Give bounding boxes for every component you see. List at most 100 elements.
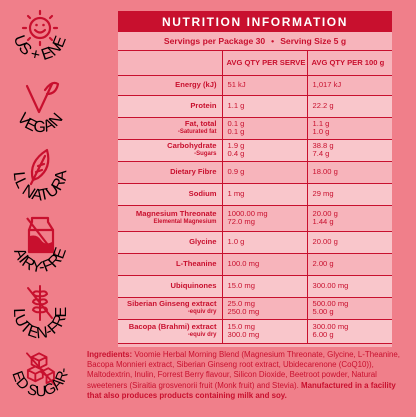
per-100g-value: 300.00 mg [312, 281, 349, 290]
per-serve-value-cell: 1.1 g [221, 95, 307, 118]
table-row: L-Theanine 100.0 mg 2.00 g [118, 253, 392, 276]
nutrient-name: L-Theanine [175, 259, 217, 268]
nutrient-label: Sodium [118, 183, 222, 206]
nutrient-name: Carbohydrate [167, 141, 217, 150]
per-serve-value: 100.0 mg [227, 259, 260, 268]
per-serve-value: 15.0 mg [227, 281, 255, 290]
per-serve-value: 15.0 mg [227, 322, 255, 331]
per-serve-value-cell: 1000.00 mg 72.0 mg [221, 205, 307, 232]
nutrition-table: AVG QTY PER SERVE AVG QTY PER 100 g Ener… [118, 51, 392, 344]
servings-per-package: Servings per Package 30 [163, 36, 266, 46]
nutrient-name: Magnesium Threonate [135, 209, 217, 218]
per-100g-value-cell: 500.00 mg 5.00 g [306, 297, 392, 320]
nutrient-label: Protein [118, 95, 222, 118]
per-serve-value: 1.1 g [227, 101, 245, 110]
header-blank [118, 51, 222, 76]
per-100g-value: 1,017 kJ [312, 80, 342, 89]
nutrient-label: L-Theanine [118, 253, 222, 276]
per-100g-value: 1.44 g [312, 217, 334, 226]
per-100g-value: 1.0 g [312, 127, 330, 136]
per-serve-value-cell: 0.9 g [221, 161, 307, 184]
per-serve-value-cell: 1.9 g 0.4 g [221, 139, 307, 162]
badge-vegan: VEGAN [0, 72, 80, 140]
nutrient-name: Energy (kJ) [175, 80, 217, 89]
per-100g-value-cell: 2.00 g [306, 253, 392, 276]
per-serve-value: 1.0 g [227, 237, 245, 246]
per-100g-value: 6.00 g [312, 330, 334, 339]
per-100g-value: 500.00 mg [312, 299, 349, 308]
nutrient-label: Magnesium Threonate Elemental Magnesium [118, 205, 222, 232]
per-100g-value: 20.00 g [312, 237, 338, 246]
nutrient-name: Siberian Ginseng extract [127, 299, 217, 308]
badge-all-natural: ALL NATURAL [0, 140, 80, 208]
table-row: Sodium 1 mg 29 mg [118, 183, 392, 206]
per-serve-value-cell: 25.0 mg 250.0 mg [221, 297, 307, 320]
panel-title: NUTRITION INFORMATION [118, 11, 392, 32]
nutrient-label: Fat, total -Saturated fat [118, 117, 222, 140]
per-100g-value-cell: 1.1 g 1.0 g [306, 117, 392, 140]
column-header-per-serve: AVG QTY PER SERVE [221, 51, 307, 76]
nutrition-rows: Energy (kJ) 51 kJ 1,017 kJ Protein 1.1 g 22.2… [118, 75, 392, 344]
per-100g-value: 20.00 g [312, 209, 338, 218]
badge-focus-energy: FOCUS + ENERGY [0, 4, 80, 72]
table-row: Dietary Fibre 0.9 g 18.00 g [118, 161, 392, 184]
per-serve-value: 1 mg [227, 189, 245, 198]
nutrient-sub-label: -Saturated fat [177, 129, 217, 135]
per-100g-value-cell: 300.00 mg 6.00 g [306, 319, 392, 344]
per-serve-value: 51 kJ [227, 80, 246, 89]
per-100g-value-cell: 300.00 mg [306, 275, 392, 298]
svg-text:VEGAN: VEGAN [13, 110, 66, 136]
nutrient-label: Energy (kJ) [118, 75, 222, 96]
badge-label: FOCUS + ENERGY [0, 4, 70, 64]
nutrient-name: Sodium [188, 189, 217, 198]
table-row: Magnesium Threonate Elemental Magnesium 10… [118, 205, 392, 232]
per-serve-value-cell: 15.0 mg 300.0 mg [221, 319, 307, 344]
ingredients-statement: Ingredients: Voomie Herbal Morning Blend… [87, 350, 409, 401]
table-row: Protein 1.1 g 22.2 g [118, 95, 392, 118]
servings-line: Servings per Package 30 • Serving Size 5… [118, 32, 392, 51]
servings-separator: • [271, 36, 275, 46]
per-100g-value-cell: 22.2 g [306, 95, 392, 118]
per-100g-value: 7.4 g [312, 149, 330, 158]
table-row: Bacopa (Brahmi) extract -equiv dry 15.0 mg… [118, 319, 392, 344]
per-serve-value: 300.0 mg [227, 330, 260, 339]
per-serve-value-cell: 15.0 mg [221, 275, 307, 298]
per-serve-value: 0.1 g [227, 119, 245, 128]
per-serve-value: 25.0 mg [227, 299, 255, 308]
column-header-per-100g: AVG QTY PER 100 g [306, 51, 392, 76]
per-100g-value-cell: 29 mg [306, 183, 392, 206]
per-100g-value-cell: 20.00 g 1.44 g [306, 205, 392, 232]
sun-face-icon: FOCUS + ENERGY [0, 4, 70, 64]
per-100g-value: 18.00 g [312, 167, 338, 176]
nutrient-label: Siberian Ginseng extract -equiv dry [118, 297, 222, 320]
per-serve-value-cell: 1.0 g [221, 231, 307, 254]
nutrient-name: Glycine [189, 237, 217, 246]
allergen-warning: Manufactured in a facility that also pro… [87, 380, 396, 400]
per-100g-value-cell: 1,017 kJ [306, 75, 392, 96]
nutrient-label: Dietary Fibre [118, 161, 222, 184]
nutrient-name: Protein [190, 101, 217, 110]
per-100g-value-cell: 18.00 g [306, 161, 392, 184]
per-100g-value-cell: 38.8 g 7.4 g [306, 139, 392, 162]
per-serve-value-cell: 1 mg [221, 183, 307, 206]
per-100g-value: 5.00 g [312, 307, 334, 316]
leaf-icon: ALL NATURAL [0, 140, 70, 205]
nutrient-name: Dietary Fibre [170, 167, 217, 176]
nutrition-panel: NUTRITION INFORMATION Servings per Packa… [118, 11, 392, 347]
per-serve-value: 0.4 g [227, 149, 245, 158]
table-row: Siberian Ginseng extract -equiv dry 25.0 m… [118, 297, 392, 320]
nutrient-name: Bacopa (Brahmi) extract [128, 322, 217, 331]
claims-sidebar: FOCUS + ENERGY VEGAN ALL NATURAL [0, 0, 80, 417]
table-row: Glycine 1.0 g 20.00 g [118, 231, 392, 254]
per-serve-value-cell: 100.0 mg [221, 253, 307, 276]
nutrient-label: Glycine [118, 231, 222, 254]
per-serve-value-cell: 51 kJ [221, 75, 307, 96]
nutrient-sub-label: -Sugars [194, 151, 217, 157]
per-serve-value: 72.0 mg [227, 217, 255, 226]
